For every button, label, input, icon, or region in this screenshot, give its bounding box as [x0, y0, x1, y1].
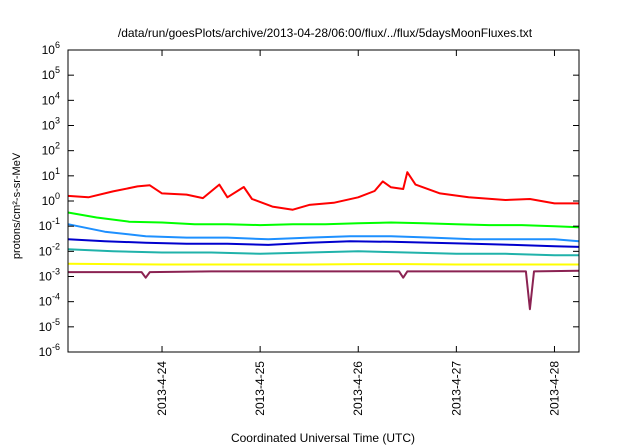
series-line-3 [67, 223, 580, 243]
x-tick-label-0: 2013-4-24 [155, 361, 169, 416]
y-tick-label-10: 104 [42, 90, 60, 107]
y-tick-label-4: 10-2 [39, 241, 60, 258]
x-tick-label-2: 2013-4-26 [351, 361, 365, 416]
y-axis-label-text: protons/cm²-s-sr-MeV [11, 152, 23, 259]
y-tick-label-7: 101 [42, 166, 60, 183]
y-tick-label-3: 10-3 [39, 267, 60, 284]
chart-title: /data/run/goesPlots/archive/2013-04-28/0… [118, 26, 533, 40]
y-tick-label-0: 10-6 [39, 342, 60, 359]
y-tick-label-2: 10-4 [39, 292, 60, 309]
series-line-5 [67, 248, 579, 257]
y-tick-label-1: 10-5 [39, 317, 60, 334]
y-tick-label-11: 105 [42, 65, 60, 82]
plot-frame [67, 49, 580, 353]
series-line-1 [67, 171, 579, 211]
series-line-7 [68, 269, 580, 311]
x-tick-label-3: 2013-4-27 [449, 361, 463, 416]
x-axis-label: Coordinated Universal Time (UTC) [231, 431, 415, 445]
y-tick-label-12: 106 [42, 40, 60, 57]
y-tick-label-8: 102 [42, 141, 60, 158]
x-axis-ticks: 2013-4-24 2013-4-25 2013-4-26 2013-4-27 2013… [155, 50, 561, 416]
y-tick-label-9: 103 [42, 116, 60, 133]
series-line-2 [67, 211, 580, 229]
series-line-4 [67, 238, 580, 248]
series-layer [67, 171, 580, 311]
y-tick-label-6: 100 [42, 191, 60, 208]
x-tick-label-1: 2013-4-25 [253, 361, 267, 416]
y-tick-label-5: 10-1 [39, 216, 60, 233]
y-axis-label: protons/cm²-s-sr-MeV [11, 152, 23, 259]
x-tick-label-4: 2013-4-28 [547, 361, 561, 416]
y-axis-ticks: 10-6 10-5 10-4 10-3 10-2 10-1 100 101 102 103 104 1… [39, 40, 579, 359]
series-line-6 [67, 262, 579, 266]
